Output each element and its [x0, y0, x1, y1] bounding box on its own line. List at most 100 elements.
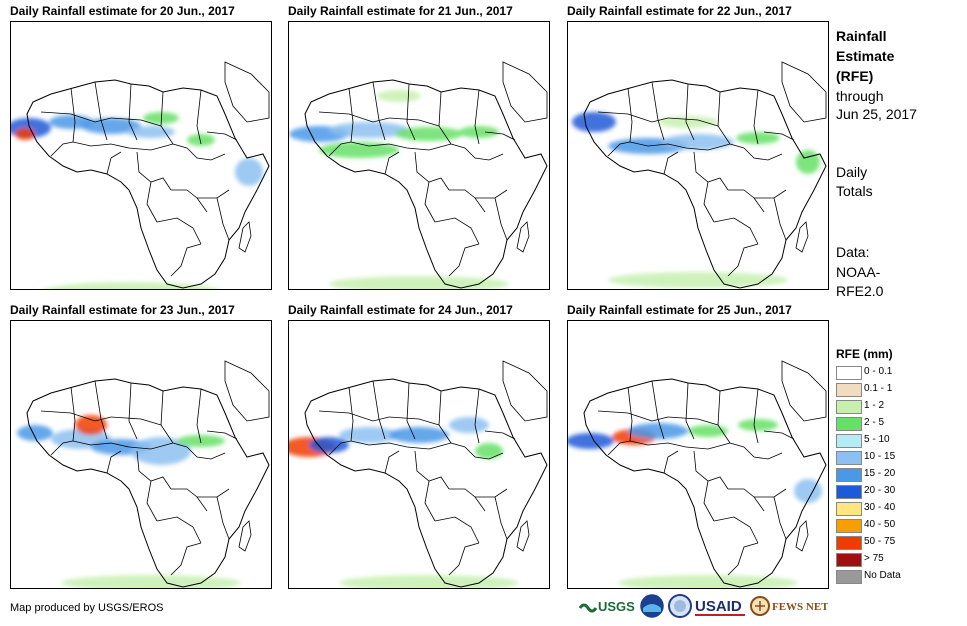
- rainfall-map-panel: Daily Rainfall estimate for 23 Jun., 201…: [10, 303, 274, 593]
- country-border: [754, 488, 787, 498]
- product-title-line: Rainfall: [836, 28, 887, 44]
- country-border: [703, 480, 715, 522]
- country-border: [94, 81, 108, 141]
- rainfall-areas: [568, 419, 822, 588]
- country-border: [773, 197, 787, 241]
- country-border: [106, 450, 122, 474]
- country-border: [448, 243, 480, 277]
- totals-label: Totals: [836, 183, 873, 199]
- country-border: [627, 386, 633, 442]
- country-border: [484, 131, 516, 141]
- country-border: [50, 141, 74, 157]
- country-border: [348, 87, 354, 143]
- legend-label: 0.1 - 1: [864, 383, 893, 394]
- rainfall-blob: [449, 417, 489, 433]
- rainfall-blob: [475, 443, 503, 459]
- legend-label: 40 - 50: [864, 519, 896, 530]
- country-border: [406, 83, 416, 141]
- map-svg: [17, 360, 270, 588]
- country-border: [474, 388, 480, 444]
- arabian-peninsula-outline: [502, 61, 548, 123]
- legend-swatch: [836, 485, 862, 499]
- country-border: [667, 117, 719, 127]
- africa-coastline: [304, 79, 548, 289]
- country-border: [743, 446, 783, 460]
- rainfall-blob: [395, 127, 463, 141]
- rainfall-blob: [61, 575, 241, 588]
- country-border: [685, 382, 695, 440]
- rainfall-blob: [389, 427, 449, 443]
- country-border: [597, 111, 669, 123]
- legend-swatch: [836, 417, 862, 431]
- usgs-logo: USGS: [578, 594, 638, 618]
- rainfall-map: [567, 320, 829, 589]
- rainfall-blob: [45, 282, 217, 289]
- country-border: [388, 416, 440, 426]
- product-title-line: (RFE): [836, 68, 874, 84]
- rainfall-blob: [459, 126, 499, 138]
- rainfall-blob: [572, 112, 616, 132]
- country-border: [171, 189, 208, 213]
- panel-title: Daily Rainfall estimate for 22 Jun., 201…: [567, 4, 792, 18]
- country-border: [40, 410, 112, 422]
- country-border: [424, 480, 436, 522]
- usaid-logo-text: USAID: [695, 598, 742, 615]
- country-border: [743, 147, 783, 161]
- legend-swatch: [836, 400, 862, 414]
- country-border: [713, 217, 759, 245]
- country-border: [773, 496, 787, 540]
- rainfall-map: [567, 21, 829, 290]
- data-source-1: NOAA-: [836, 264, 881, 280]
- country-border: [350, 141, 452, 151]
- fews-net-logo: FEWS NET: [750, 594, 829, 618]
- legend-label: 0 - 0.1: [864, 366, 893, 377]
- legend-label: 5 - 10: [864, 434, 890, 445]
- country-border: [318, 111, 390, 123]
- country-border: [50, 440, 74, 456]
- country-border: [597, 410, 669, 422]
- country-border: [438, 390, 466, 448]
- panel-title: Daily Rainfall estimate for 21 Jun., 201…: [288, 4, 513, 18]
- africa-coastline: [304, 378, 548, 588]
- rainfall-map: [288, 21, 550, 290]
- rainfall-blob: [329, 276, 509, 289]
- rainfall-blob: [329, 122, 409, 138]
- data-label: Data:: [836, 244, 870, 260]
- country-border: [464, 446, 504, 460]
- country-border: [160, 91, 188, 149]
- product-title: Rainfall Estimate (RFE): [836, 26, 894, 86]
- country-border: [170, 542, 202, 576]
- legend-swatch: [836, 502, 862, 516]
- rainfall-blob: [662, 134, 734, 150]
- country-border: [754, 189, 787, 199]
- doi-seal-logo: [668, 594, 692, 618]
- rainfall-blob: [187, 134, 215, 146]
- africa-coastline: [583, 378, 827, 588]
- country-border: [449, 189, 486, 213]
- africa-coastline: [26, 79, 270, 289]
- country-border: [651, 81, 665, 141]
- legend-label: No Data: [864, 570, 901, 581]
- legend-label: 50 - 75: [864, 536, 896, 547]
- country-border: [72, 440, 174, 450]
- arabian-peninsula-outline: [502, 360, 548, 422]
- country-border: [728, 189, 765, 213]
- legend-label: > 75: [864, 553, 884, 564]
- country-border: [795, 520, 809, 552]
- usaid-logo: USAID: [694, 594, 748, 618]
- panel-title: Daily Rainfall estimate for 24 Jun., 201…: [288, 303, 513, 317]
- rainfall-blob: [235, 158, 263, 186]
- map-credit: Map produced by USGS/EROS: [10, 602, 164, 614]
- legend-swatch: [836, 366, 862, 380]
- legend-swatch: [836, 553, 862, 567]
- rainfall-map: [10, 320, 272, 589]
- rainfall-blob: [17, 425, 53, 441]
- country-border: [516, 520, 530, 552]
- country-border: [494, 197, 508, 241]
- country-border: [156, 217, 202, 245]
- arabian-peninsula-outline: [224, 360, 270, 422]
- arabian-peninsula-outline: [224, 61, 270, 123]
- rainfall-map-panel: Daily Rainfall estimate for 21 Jun., 201…: [288, 4, 552, 294]
- rainfall-blob: [618, 575, 798, 588]
- rainfall-map-panel: Daily Rainfall estimate for 24 Jun., 201…: [288, 303, 552, 593]
